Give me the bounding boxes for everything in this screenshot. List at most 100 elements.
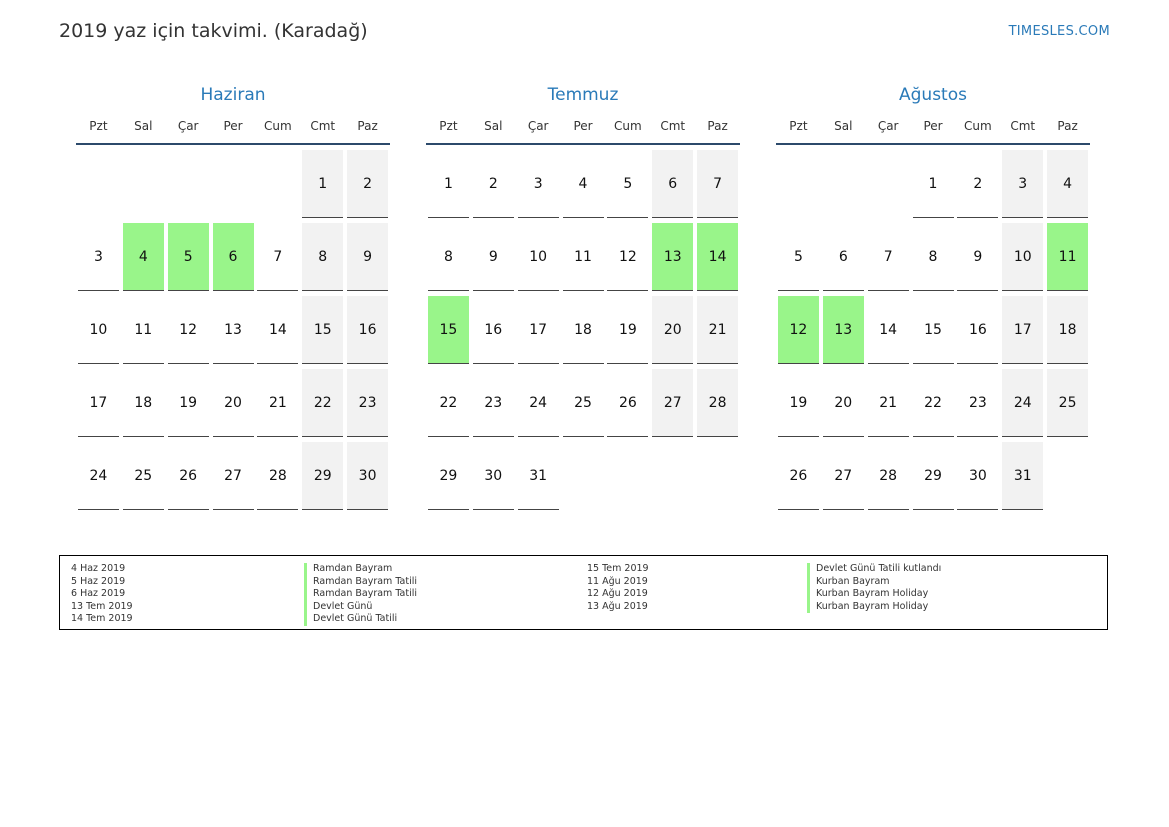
day-cell: 12 [167, 296, 209, 364]
day-cell: 24 [77, 442, 119, 510]
day-cell: 28 [697, 369, 739, 437]
day-cell: 30 [957, 442, 999, 510]
weekday-label: Pzt [89, 119, 108, 133]
day-cell: 21 [697, 296, 739, 364]
week-row: 29 30 31 [426, 442, 740, 515]
week-row: 8 9 10 11 12 13 14 [426, 223, 740, 296]
legend-holiday-name: Devlet Günü [304, 600, 417, 613]
empty-day-cell [123, 150, 164, 218]
legend-holiday-date: 14 Tem 2019 [71, 613, 133, 624]
weekday-label: Pzt [789, 119, 808, 133]
holiday-day-cell: 13 [652, 223, 694, 291]
day-cell: 16 [957, 296, 999, 364]
day-cell: 25 [562, 369, 604, 437]
day-cell: 19 [607, 296, 649, 364]
legend-holiday-date: 13 Ağu 2019 [587, 600, 648, 612]
legend-holiday-name: Ramdan Bayram Tatili [304, 588, 417, 601]
day-cell: 14 [257, 296, 299, 364]
holiday-day-cell: 15 [427, 296, 469, 364]
day-cell: 8 [302, 223, 344, 291]
legend-holiday-date: 5 Haz 2019 [71, 575, 126, 587]
day-cell: 4 [562, 150, 604, 218]
empty-day-cell [868, 150, 909, 218]
weekday-label: Sal [134, 119, 153, 133]
day-cell: 28 [867, 442, 909, 510]
weekday-label: Çar [877, 119, 899, 133]
day-cell: 3 [517, 150, 559, 218]
day-cell: 24 [1002, 369, 1044, 437]
legend-holiday-date: 15 Tem 2019 [587, 563, 649, 574]
legend-holiday-name: Ramdan Bayram Tatili [304, 575, 417, 588]
day-cell: 19 [777, 369, 819, 437]
holiday-day-cell: 6 [212, 223, 254, 291]
empty-day-cell [697, 442, 738, 510]
weekday-header: Pzt Sal Çar Per Cum Cmt Paz [76, 116, 390, 145]
weekday-label: Cum [964, 119, 992, 133]
day-cell: 7 [867, 223, 909, 291]
day-cell: 30 [472, 442, 514, 510]
weekday-label: Cum [264, 119, 292, 133]
day-cell: 2 [347, 150, 389, 218]
empty-day-cell [652, 442, 693, 510]
weekday-label: Per [573, 119, 593, 133]
legend-holiday-name: Devlet Günü Tatili kutlandı [807, 563, 941, 576]
empty-day-cell [78, 150, 119, 218]
day-cell: 24 [517, 369, 559, 437]
day-cell: 31 [517, 442, 559, 510]
weekday-label: Cmt [660, 119, 686, 133]
legend-holiday-name: Kurban Bayram Holiday [807, 600, 941, 613]
day-cell: 2 [472, 150, 514, 218]
day-cell: 26 [777, 442, 819, 510]
month-grid: 1 2 3 4 5 6 7 8 9 10 11 12 13 14 15 16 17 18 19 20 21 22 23 24 2… [426, 150, 740, 515]
day-cell: 18 [122, 369, 164, 437]
day-cell: 15 [302, 296, 344, 364]
week-row: 22 23 24 25 26 27 28 [426, 369, 740, 442]
day-cell: 25 [122, 442, 164, 510]
day-cell: 6 [652, 150, 694, 218]
day-cell: 8 [427, 223, 469, 291]
month-calendar: Temmuz Pzt Sal Çar Per Cum Cmt Paz 1 2 3 4 5 6 7 8 9 10… [426, 84, 740, 515]
week-row: 5 6 7 8 9 10 11 [776, 223, 1090, 296]
day-cell: 21 [867, 369, 909, 437]
day-cell: 21 [257, 369, 299, 437]
weekday-label: Pzt [439, 119, 458, 133]
weekday-label: Çar [527, 119, 549, 133]
holiday-day-cell: 13 [822, 296, 864, 364]
day-cell: 7 [697, 150, 739, 218]
day-cell: 16 [347, 296, 389, 364]
weekday-header: Pzt Sal Çar Per Cum Cmt Paz [426, 116, 740, 145]
day-cell: 3 [77, 223, 119, 291]
week-row: 24 25 26 27 28 29 30 [76, 442, 390, 515]
day-cell: 10 [77, 296, 119, 364]
holiday-day-cell: 14 [697, 223, 739, 291]
legend-holiday-date: 6 Haz 2019 [71, 588, 126, 599]
day-cell: 6 [822, 223, 864, 291]
month-name: Ağustos [899, 85, 967, 105]
day-cell: 27 [652, 369, 694, 437]
day-cell: 29 [912, 442, 954, 510]
weekday-header: Pzt Sal Çar Per Cum Cmt Paz [776, 116, 1090, 145]
day-cell: 29 [302, 442, 344, 510]
day-cell: 27 [822, 442, 864, 510]
legend-holiday-date: 11 Ağu 2019 [587, 575, 648, 587]
legend-holiday-name: Kurban Bayram Holiday [807, 588, 941, 601]
day-cell: 10 [517, 223, 559, 291]
brand-link[interactable]: TIMESLES.COM [1008, 24, 1110, 39]
month-grid: 1 2 3 4 5 6 7 8 9 10 11 12 13 14 15 16 17 18 19 20 21 22 23 24 2… [776, 150, 1090, 515]
week-row: 19 20 21 22 23 24 25 [776, 369, 1090, 442]
day-cell: 7 [257, 223, 299, 291]
day-cell: 13 [212, 296, 254, 364]
holiday-day-cell: 4 [122, 223, 164, 291]
weekday-label: Paz [1057, 119, 1078, 133]
day-cell: 23 [347, 369, 389, 437]
day-cell: 23 [472, 369, 514, 437]
legend-holiday-date: 13 Tem 2019 [71, 600, 133, 612]
weekday-label: Cmt [1010, 119, 1036, 133]
weekday-label: Per [223, 119, 243, 133]
month-name: Temmuz [547, 85, 619, 105]
day-cell: 30 [347, 442, 389, 510]
legend-holiday-name: Ramdan Bayram [304, 563, 417, 576]
day-cell: 3 [1002, 150, 1044, 218]
